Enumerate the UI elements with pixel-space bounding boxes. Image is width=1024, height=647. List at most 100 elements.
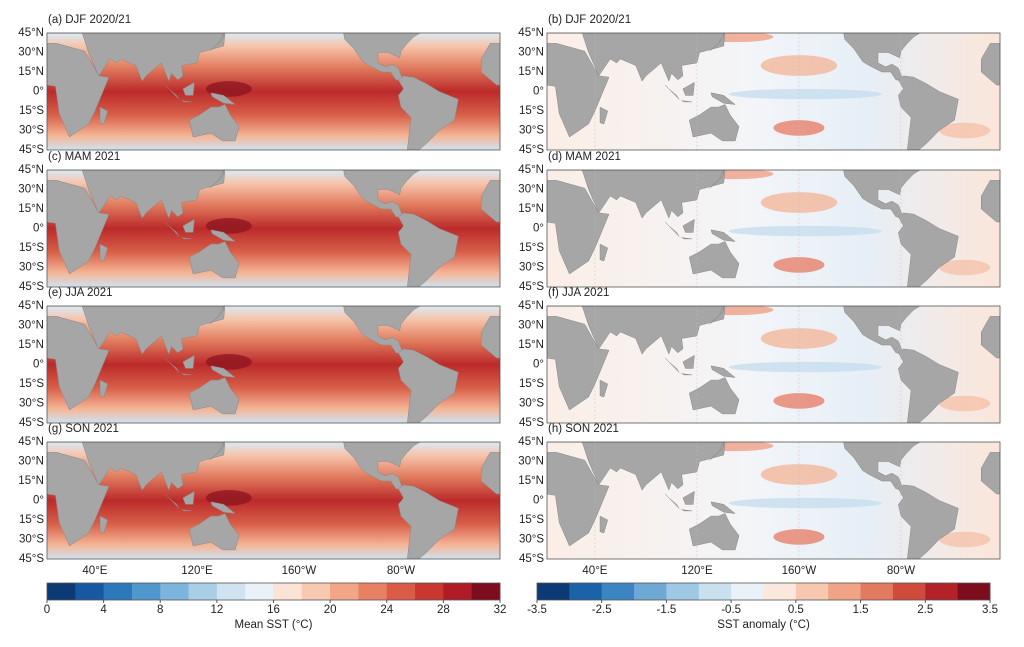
map-body: [47, 33, 500, 150]
colorbar-swatch: [301, 583, 331, 600]
landmass: [710, 92, 737, 105]
lat-label: 15°S: [19, 514, 44, 526]
landmass: [681, 509, 692, 512]
landmass: [209, 442, 224, 461]
lat-label: 0°: [533, 359, 544, 371]
landmass: [681, 237, 692, 240]
colorbar-swatch: [795, 583, 829, 600]
landmass: [481, 43, 500, 86]
anomaly-blob: [939, 531, 991, 548]
landmass: [47, 180, 110, 275]
landmass: [47, 442, 226, 491]
landmass: [182, 81, 195, 96]
colorbar-swatch: [330, 583, 359, 600]
lat-label: 15°S: [519, 378, 544, 390]
lat-label: 30°N: [18, 184, 44, 196]
lat-label: 45°N: [18, 164, 44, 176]
lat-label: 0°: [533, 86, 544, 98]
landmass: [547, 33, 726, 82]
landmass: [343, 170, 421, 219]
lat-label: 45°N: [18, 436, 44, 448]
colorbar-frame: [536, 582, 991, 601]
lat-label: 15°N: [518, 475, 544, 487]
lat-label: 45°S: [519, 553, 544, 565]
landmass: [398, 484, 459, 559]
landmass: [481, 180, 500, 223]
lat-label: 15°S: [19, 105, 44, 117]
warm-pool: [205, 490, 252, 506]
lat-label: 30°N: [18, 47, 44, 59]
map-panel: (f) JJA 2021 45°N 30°N 15°N 0° 15°S 30°S 45°S: [518, 287, 1001, 429]
frame: [546, 32, 1001, 151]
landmass: [682, 81, 695, 96]
landmass: [898, 484, 959, 559]
landmass: [481, 452, 500, 495]
lon-label: 120°E: [681, 565, 713, 577]
colorbar-tick-label: 2.5: [917, 604, 933, 616]
colorbar-swatch: [75, 583, 105, 600]
colorbar-swatch: [386, 583, 416, 600]
lat-label: 0°: [33, 86, 44, 98]
lat-label: 30°S: [519, 398, 544, 410]
lat-label: 45°S: [519, 417, 544, 429]
landmass: [398, 212, 459, 287]
colorbar-tick-label: -2.5: [592, 604, 612, 616]
landmass: [343, 442, 421, 491]
landmass: [710, 365, 737, 378]
landmass: [898, 212, 959, 287]
anomaly-blob: [728, 88, 882, 100]
landmass: [481, 316, 500, 359]
landmass: [210, 92, 237, 105]
colorbar-swatch: [925, 583, 959, 600]
landmass: [689, 241, 740, 279]
colorbar-swatch: [47, 583, 76, 600]
colorbar-swatch: [537, 583, 570, 600]
lat-label: 30°S: [19, 398, 44, 410]
anomaly-blob: [773, 120, 825, 136]
anomaly-blob: [939, 395, 991, 412]
landmass: [547, 442, 726, 491]
landmass: [189, 104, 240, 142]
lat-label: 45°S: [19, 144, 44, 156]
landmass: [709, 33, 724, 52]
colorbar-swatch: [698, 583, 732, 600]
lat-label: 45°N: [18, 27, 44, 39]
panel-title: (d) MAM 2021: [548, 151, 621, 163]
landmass: [547, 43, 610, 138]
landmass: [47, 43, 110, 138]
lat-label: 0°: [33, 495, 44, 507]
map-panel: (g) SON 2021 45°N 30°N 15°N 0° 15°S 30°S 45°S 40…: [18, 423, 501, 577]
landmass: [182, 354, 195, 369]
colorbar-swatch: [160, 583, 190, 600]
colorbar-swatch: [471, 583, 501, 600]
lat-label: 45°S: [519, 281, 544, 293]
lon-label: 80°W: [387, 565, 415, 577]
landmass: [689, 104, 740, 142]
landmass: [209, 33, 224, 52]
map-body: [547, 306, 1000, 423]
anomaly-blob: [773, 393, 825, 409]
landmass: [164, 357, 180, 373]
lat-label: 45°N: [18, 300, 44, 312]
lat-label: 0°: [533, 495, 544, 507]
colorbar-tick-label: 0: [44, 604, 50, 616]
landmass: [164, 84, 180, 100]
landmass: [709, 442, 724, 461]
landmass: [981, 43, 1000, 86]
lat-label: 30°S: [19, 262, 44, 274]
lat-label: 45°N: [518, 164, 544, 176]
landmass: [99, 379, 108, 398]
lat-label: 30°N: [518, 320, 544, 332]
lat-label: 45°S: [19, 553, 44, 565]
map-panel: (b) DJF 2020/21 45°N 30°N 15°N 0° 15°S 30°S 45°…: [518, 14, 1001, 156]
map-body: [47, 170, 500, 287]
colorbar-tick-label: -1.5: [657, 604, 677, 616]
landmass: [209, 306, 224, 325]
lat-label: 15°S: [519, 105, 544, 117]
landmass: [181, 509, 192, 512]
landmass: [547, 316, 610, 411]
lat-label: 45°S: [519, 144, 544, 156]
landmass: [681, 100, 692, 103]
map-panel: (e) JJA 2021 45°N 30°N 15°N 0° 15°S 30°S 45°S: [18, 287, 501, 429]
landmass: [209, 170, 224, 189]
